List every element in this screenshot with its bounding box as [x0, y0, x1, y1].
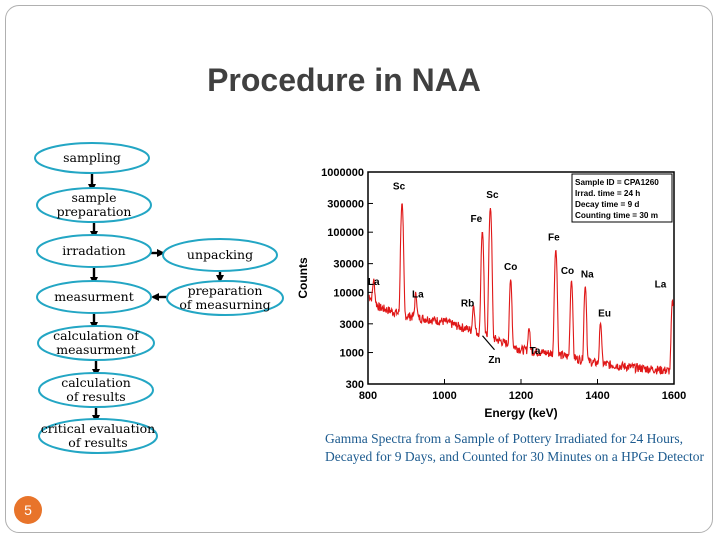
peak-label-na: Na — [581, 270, 594, 281]
flow-node-label: of measurning — [179, 297, 270, 312]
slide-title: Procedure in NAA — [207, 62, 481, 98]
slide-frame — [5, 5, 713, 533]
peak-label-zn: Zn — [488, 355, 500, 366]
x-tick-label: 800 — [359, 390, 377, 402]
peak-label-rb: Rb — [461, 298, 474, 309]
zn-pointer — [482, 335, 495, 351]
x-axis-label: Energy (keV) — [484, 406, 557, 420]
peak-label-fe: Fe — [471, 214, 483, 225]
x-tick-label: 1200 — [509, 390, 533, 402]
peak-label-ta: Ta — [530, 346, 541, 357]
sample-info-line: Counting time = 30 m — [575, 211, 658, 220]
flow-node-outline — [162, 238, 278, 272]
y-tick-label: 100000 — [327, 227, 364, 239]
gamma-spectrum-chart: 300 1000 3000 10000 30000 100000 300000 1000000… — [296, 167, 686, 420]
peak-label-fe: Fe — [548, 232, 560, 243]
x-tick-label: 1600 — [662, 390, 686, 402]
flow-node-outline — [36, 187, 152, 223]
flow-node-label: unpacking — [187, 247, 253, 262]
slide-number: 5 — [14, 496, 42, 524]
flow-node-label: sampling — [63, 150, 121, 165]
flow-node-label: irradation — [62, 243, 125, 258]
flow-node-label: of results — [66, 389, 125, 404]
flow-node-label: of results — [68, 435, 127, 450]
flow-node-irradiation: irradation — [36, 234, 152, 268]
flow-node-outline — [34, 142, 150, 174]
y-tick-label: 1000000 — [321, 167, 364, 179]
flow-node-measurement: measurment — [36, 280, 152, 314]
y-tick-label: 1000 — [340, 348, 364, 360]
peak-label-la: La — [368, 277, 380, 288]
sample-info-line: Decay time = 9 d — [575, 200, 639, 209]
y-axis-label: Counts — [296, 257, 310, 299]
peak-label-eu: Eu — [598, 309, 611, 320]
peak-label-co: Co — [561, 266, 574, 277]
flow-node-label: critical evaluation — [41, 421, 155, 436]
y-tick-label: 300000 — [327, 198, 364, 210]
flow-node-label: measurment — [56, 342, 135, 357]
flow-node-outline — [38, 418, 158, 454]
sample-info-line: Irrad. time = 24 h — [575, 189, 640, 198]
flow-node-label: calculation of — [53, 328, 140, 343]
spectrum-caption: Gamma Spectra from a Sample of Pottery I… — [325, 431, 705, 464]
flow-node-sampling: sampling — [34, 142, 150, 174]
y-tick-label: 300 — [346, 379, 364, 391]
flow-node-outline — [38, 372, 154, 408]
flow-node-label: calculation — [61, 375, 131, 390]
x-tick-label: 1400 — [585, 390, 609, 402]
peak-label-sc: Sc — [486, 190, 499, 201]
flow-node-outline — [166, 280, 284, 316]
y-tick-label: 3000 — [340, 319, 364, 331]
flow-node-label: measurment — [54, 289, 133, 304]
flow-node-unpacking: unpacking — [162, 238, 278, 272]
flow-node-label: preparation — [57, 204, 132, 219]
sample-info-line: Sample ID = CPA1260 — [575, 178, 659, 187]
peak-label-sc: Sc — [393, 181, 406, 192]
peak-label-co: Co — [504, 262, 517, 273]
peak-label-la: La — [655, 280, 667, 291]
y-tick-label: 10000 — [333, 287, 364, 299]
flow-node-label: sample — [71, 190, 116, 205]
flow-node-outline — [37, 325, 155, 361]
flow-node-outline — [36, 280, 152, 314]
flow-node-outline — [36, 234, 152, 268]
y-tick-label: 30000 — [333, 259, 364, 271]
spectrum-series-line — [368, 203, 674, 376]
sample-info-box — [571, 173, 673, 223]
flow-node-label: preparation — [188, 283, 263, 298]
peak-label-la: La — [412, 290, 424, 301]
x-tick-label: 1000 — [432, 390, 456, 402]
